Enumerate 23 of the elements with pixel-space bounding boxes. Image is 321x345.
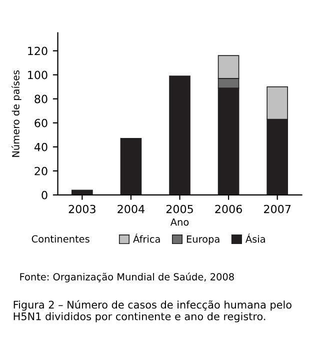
y-axis-title: Número de países [11, 70, 22, 157]
legend-label: África [133, 234, 160, 243]
x-tick-label: 2007 [264, 204, 291, 214]
y-tick-label: 60 [34, 118, 48, 128]
y-tick-label: 120 [28, 46, 48, 56]
x-axis-title: Ano [170, 218, 189, 226]
legend-title: Continentes [32, 235, 90, 243]
bar [72, 190, 93, 195]
text: Figura 2 – Número de casos de infecção humana pelo H5N1 divididos por continente e ano de registro. [14, 300, 292, 322]
bar [120, 138, 142, 195]
bar [169, 76, 190, 195]
y-tick-label: 80 [34, 94, 48, 104]
legend-label: Ásia [246, 234, 265, 243]
y-tick-label: 40 [34, 142, 48, 152]
x-tick-label: 2004 [118, 204, 144, 214]
x-tick-label: 2006 [215, 204, 242, 214]
source-note: Fonte: Organização Mundial de Saúde, 2008 [20, 272, 234, 282]
x-tick-label: 2003 [68, 204, 96, 214]
legend-label: Europa [186, 236, 220, 245]
x-tick-label: 2005 [166, 204, 193, 214]
y-tick-label: 20 [34, 166, 48, 176]
y-tick-label: 100 [28, 70, 48, 80]
y-tick-label: 0 [42, 190, 48, 200]
